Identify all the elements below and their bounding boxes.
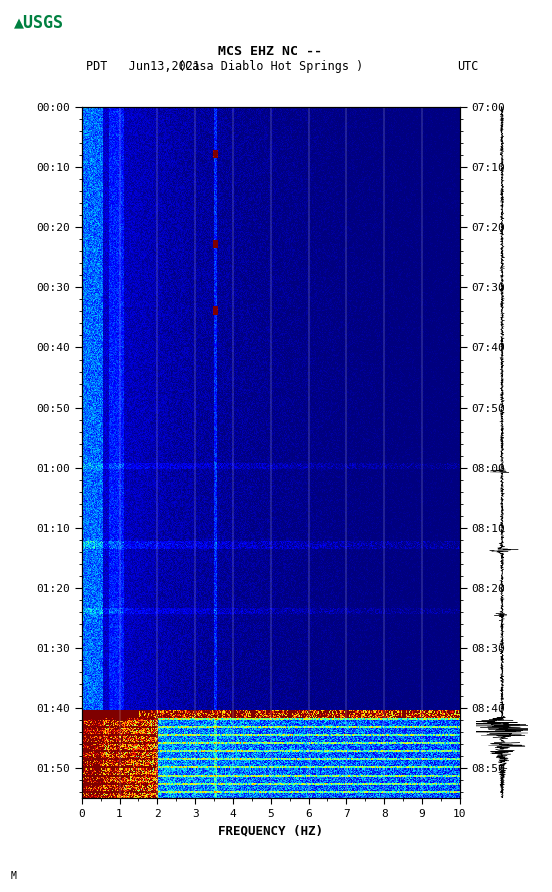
- Text: PDT   Jun13,2021: PDT Jun13,2021: [86, 60, 200, 72]
- X-axis label: FREQUENCY (HZ): FREQUENCY (HZ): [218, 824, 323, 838]
- Text: MCS EHZ NC --: MCS EHZ NC --: [219, 45, 322, 58]
- Text: (Casa Diablo Hot Springs ): (Casa Diablo Hot Springs ): [178, 60, 363, 72]
- Text: UTC: UTC: [457, 60, 479, 72]
- Text: ▲USGS: ▲USGS: [14, 13, 64, 31]
- Text: M: M: [11, 871, 17, 881]
